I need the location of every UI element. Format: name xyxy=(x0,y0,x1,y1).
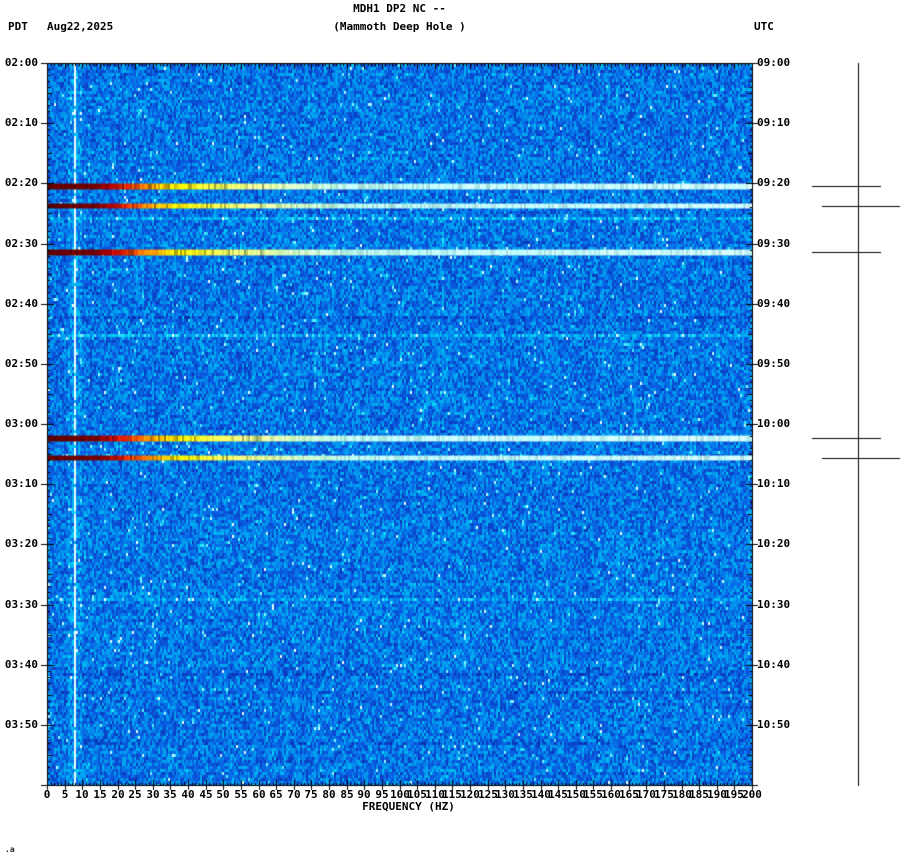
freq-tick-label: 155 xyxy=(583,788,603,801)
right-axis-label: 09:40 xyxy=(757,297,791,310)
freq-tick-label: 115 xyxy=(442,788,462,801)
freq-tick-label: 130 xyxy=(495,788,515,801)
page-subtitle: (Mammoth Deep Hole ) xyxy=(333,20,466,33)
left-axis-label: 03:50 xyxy=(4,718,38,731)
left-axis-label: 03:20 xyxy=(4,537,38,550)
freq-tick-label: 165 xyxy=(619,788,639,801)
freq-tick-label: 55 xyxy=(234,788,248,801)
freq-tick-label: 135 xyxy=(513,788,533,801)
x-axis-title: FREQUENCY (HZ) xyxy=(362,800,455,813)
right-axis-label: 09:30 xyxy=(757,237,791,250)
freq-tick-label: 5 xyxy=(61,788,69,801)
right-axis-label: 09:00 xyxy=(757,56,791,69)
right-axis-label: 10:20 xyxy=(757,537,791,550)
freq-tick-label: 125 xyxy=(478,788,498,801)
right-axis-label: 09:20 xyxy=(757,176,791,189)
freq-tick-label: 25 xyxy=(128,788,142,801)
freq-tick-label: 45 xyxy=(199,788,213,801)
date-label: Aug22,2025 xyxy=(47,20,114,33)
left-axis-label: 02:30 xyxy=(4,237,38,250)
left-axis-label: 03:10 xyxy=(4,477,38,490)
freq-tick-label: 35 xyxy=(163,788,177,801)
right-axis-label: 10:30 xyxy=(757,598,791,611)
freq-tick-label: 150 xyxy=(566,788,586,801)
freq-tick-label: 175 xyxy=(654,788,674,801)
timezone-left-label: PDT xyxy=(8,20,28,33)
freq-tick-label: 170 xyxy=(636,788,656,801)
freq-tick-label: 190 xyxy=(707,788,727,801)
left-axis-label: 03:40 xyxy=(4,658,38,671)
right-axis-label: 10:40 xyxy=(757,658,791,671)
right-axis-label: 10:10 xyxy=(757,477,791,490)
right-axis-label: 09:50 xyxy=(757,357,791,370)
freq-tick-label: 90 xyxy=(357,788,371,801)
page-title: MDH1 DP2 NC -- xyxy=(353,2,446,15)
freq-tick-label: 120 xyxy=(460,788,480,801)
freq-tick-label: 160 xyxy=(601,788,621,801)
freq-tick-label: 180 xyxy=(672,788,692,801)
freq-tick-label: 10 xyxy=(75,788,89,801)
freq-tick-label: 30 xyxy=(146,788,160,801)
left-axis-label: 02:00 xyxy=(4,56,38,69)
freq-tick-label: 140 xyxy=(531,788,551,801)
freq-tick-label: 0 xyxy=(43,788,51,801)
freq-tick-label: 60 xyxy=(252,788,266,801)
left-axis-label: 02:20 xyxy=(4,176,38,189)
timezone-right-label: UTC xyxy=(754,20,774,33)
corner-note: .a xyxy=(5,845,15,854)
left-axis-label: 03:30 xyxy=(4,598,38,611)
right-axis-label: 10:50 xyxy=(757,718,791,731)
freq-tick-label: 200 xyxy=(742,788,762,801)
right-axis-label: 10:00 xyxy=(757,417,791,430)
left-axis-label: 03:00 xyxy=(4,417,38,430)
freq-tick-label: 185 xyxy=(689,788,709,801)
freq-tick-label: 65 xyxy=(269,788,283,801)
freq-tick-label: 50 xyxy=(216,788,230,801)
freq-tick-label: 20 xyxy=(111,788,125,801)
freq-tick-label: 145 xyxy=(548,788,568,801)
left-axis-label: 02:50 xyxy=(4,357,38,370)
freq-tick-label: 110 xyxy=(425,788,445,801)
freq-tick-label: 40 xyxy=(181,788,195,801)
freq-tick-label: 105 xyxy=(407,788,427,801)
freq-tick-label: 15 xyxy=(93,788,107,801)
freq-tick-label: 100 xyxy=(390,788,410,801)
freq-tick-label: 75 xyxy=(304,788,318,801)
left-axis-label: 02:40 xyxy=(4,297,38,310)
freq-tick-label: 80 xyxy=(322,788,336,801)
left-axis-label: 02:10 xyxy=(4,116,38,129)
right-axis-label: 09:10 xyxy=(757,116,791,129)
freq-tick-label: 70 xyxy=(287,788,301,801)
freq-tick-label: 195 xyxy=(724,788,744,801)
freq-tick-label: 95 xyxy=(375,788,389,801)
freq-tick-label: 85 xyxy=(340,788,354,801)
